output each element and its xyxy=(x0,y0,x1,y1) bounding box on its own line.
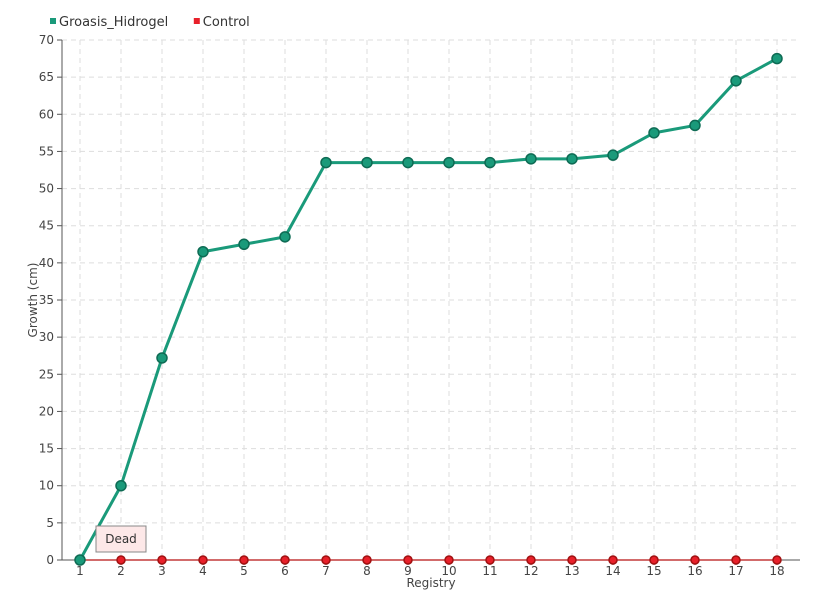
annotation-text: Dead xyxy=(105,532,137,546)
y-tick-label: 0 xyxy=(46,553,54,567)
y-tick-label: 30 xyxy=(39,330,54,344)
data-point-groasis-hidrogel[interactable] xyxy=(320,156,332,169)
x-tick-label: 9 xyxy=(404,564,412,578)
data-point-control[interactable] xyxy=(485,555,495,565)
x-tick-label: 14 xyxy=(605,564,620,578)
y-axis-title: Growth (cm) xyxy=(26,263,40,338)
data-point-groasis-hidrogel[interactable] xyxy=(115,479,127,492)
x-tick-label: 18 xyxy=(769,564,784,578)
y-tick-label: 55 xyxy=(39,144,54,158)
data-point-groasis-hidrogel[interactable] xyxy=(443,156,455,169)
y-tick-label: 5 xyxy=(46,516,54,530)
y-tick-label: 65 xyxy=(39,70,54,84)
x-tick-label: 10 xyxy=(441,564,456,578)
data-point-control[interactable] xyxy=(444,555,454,565)
y-tick-label: 70 xyxy=(39,33,54,47)
data-point-control[interactable] xyxy=(157,555,167,565)
legend-marker-groasis-hidrogel xyxy=(50,18,56,24)
data-point-groasis-hidrogel[interactable] xyxy=(238,238,250,251)
data-point-control[interactable] xyxy=(198,555,208,565)
x-tick-label: 8 xyxy=(363,564,371,578)
x-tick-label: 3 xyxy=(158,564,166,578)
data-point-control[interactable] xyxy=(608,555,618,565)
y-tick-label: 35 xyxy=(39,293,54,307)
y-tick-label: 40 xyxy=(39,256,54,270)
data-point-groasis-hidrogel[interactable] xyxy=(730,75,742,87)
legend-label-control[interactable]: Control xyxy=(203,15,250,30)
data-point-groasis-hidrogel[interactable] xyxy=(525,153,537,165)
data-point-control[interactable] xyxy=(731,555,741,565)
x-tick-label: 4 xyxy=(199,564,207,578)
data-point-groasis-hidrogel[interactable] xyxy=(484,156,496,169)
data-point-groasis-hidrogel[interactable] xyxy=(566,153,578,165)
y-tick-label: 60 xyxy=(39,107,54,121)
data-point-groasis-hidrogel[interactable] xyxy=(689,119,701,132)
series-line-groasis-hidrogel xyxy=(78,57,778,561)
x-tick-label: 1 xyxy=(76,564,84,578)
x-tick-label: 17 xyxy=(728,564,743,578)
x-tick-label: 11 xyxy=(482,564,497,578)
x-tick-label: 13 xyxy=(564,564,579,578)
data-point-control[interactable] xyxy=(649,555,659,565)
data-point-groasis-hidrogel[interactable] xyxy=(156,352,168,364)
y-tick-label: 50 xyxy=(39,182,54,196)
x-tick-label: 5 xyxy=(240,564,248,578)
data-point-groasis-hidrogel[interactable] xyxy=(197,245,209,258)
x-tick-label: 12 xyxy=(523,564,538,578)
data-point-control[interactable] xyxy=(116,555,126,565)
annotation-box xyxy=(95,525,147,553)
x-tick-label: 2 xyxy=(117,564,125,578)
data-point-control[interactable] xyxy=(239,555,249,565)
y-tick-label: 25 xyxy=(39,367,54,381)
data-point-control[interactable] xyxy=(772,555,782,565)
y-tick-label: 20 xyxy=(39,404,54,418)
x-axis-title: Registry xyxy=(406,576,455,590)
data-point-control[interactable] xyxy=(567,555,577,565)
legend-marker-control xyxy=(193,18,200,24)
legend-label-groasis-hidrogel[interactable]: Groasis_Hidrogel xyxy=(59,15,168,30)
x-tick-label: 6 xyxy=(281,564,289,578)
x-tick-label: 15 xyxy=(646,564,661,578)
x-tick-label: 7 xyxy=(322,564,330,578)
x-tick-label: 16 xyxy=(687,564,702,578)
y-tick-label: 15 xyxy=(39,442,54,456)
data-point-groasis-hidrogel[interactable] xyxy=(607,149,619,161)
data-point-control[interactable] xyxy=(362,555,372,565)
y-tick-label: 10 xyxy=(39,479,54,493)
data-point-groasis-hidrogel[interactable] xyxy=(402,156,414,169)
data-point-control[interactable] xyxy=(280,555,290,565)
data-point-groasis-hidrogel[interactable] xyxy=(74,554,86,566)
data-point-groasis-hidrogel[interactable] xyxy=(361,156,373,169)
data-point-groasis-hidrogel[interactable] xyxy=(279,231,291,243)
y-tick-label: 45 xyxy=(39,219,54,233)
data-point-control[interactable] xyxy=(690,555,700,565)
data-point-control[interactable] xyxy=(403,555,413,565)
data-point-control[interactable] xyxy=(321,555,331,565)
data-point-groasis-hidrogel[interactable] xyxy=(771,52,783,65)
data-point-groasis-hidrogel[interactable] xyxy=(648,127,660,139)
data-point-control[interactable] xyxy=(526,555,536,565)
